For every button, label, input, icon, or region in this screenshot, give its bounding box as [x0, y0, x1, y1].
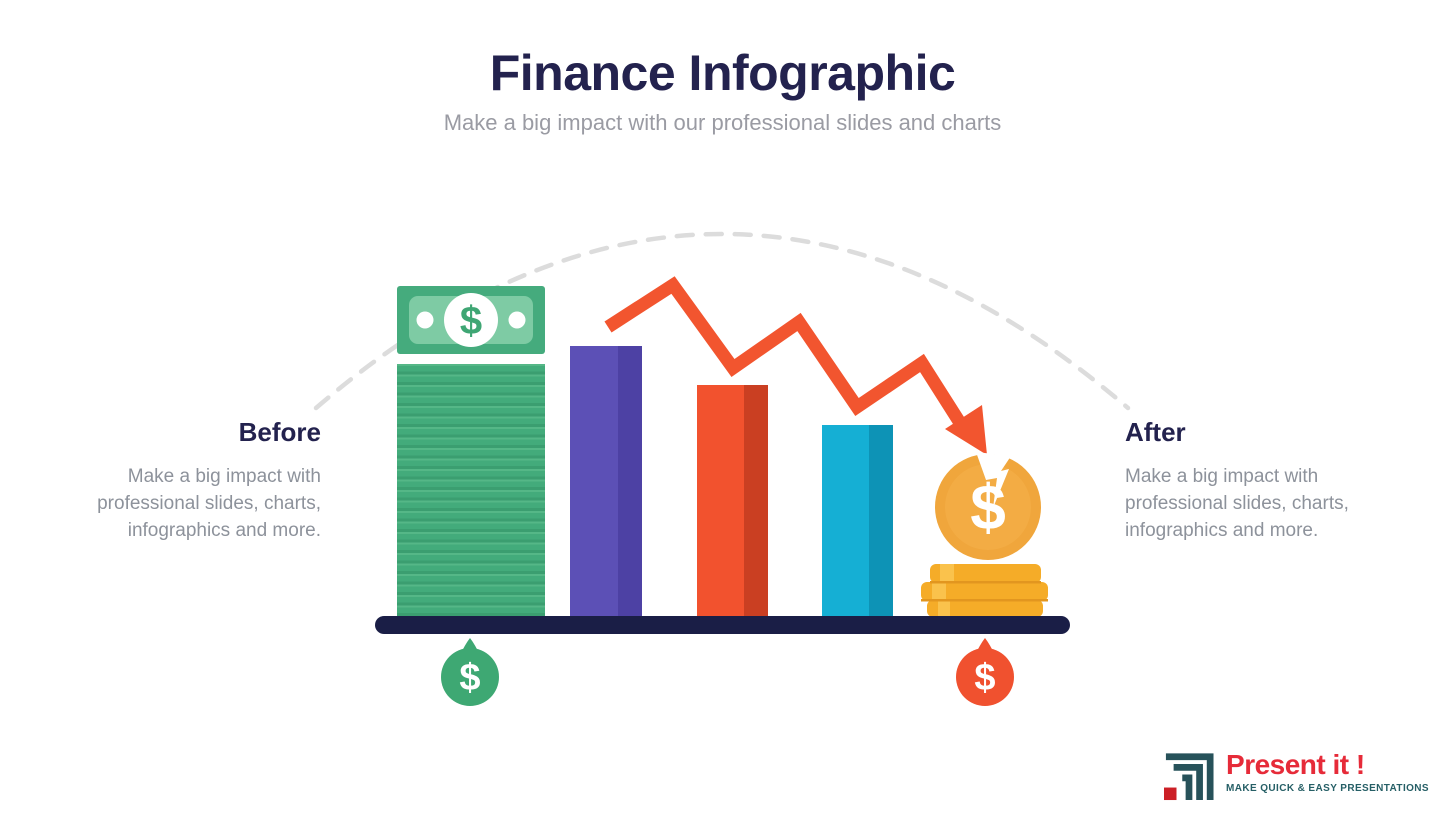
logo-brand-name: Present it !: [1226, 749, 1365, 780]
badge-circle: [441, 648, 499, 706]
logo-tagline: MAKE QUICK & EASY PRESENTATIONS: [1226, 783, 1429, 794]
before-heading: Before: [238, 417, 321, 447]
after-dollar-badge: $: [956, 638, 1014, 706]
bar-purple-shade: [618, 346, 642, 617]
logo-red-square: [1164, 787, 1177, 801]
after-badge-dollar-icon: $: [974, 657, 995, 699]
bill-pile: [397, 364, 545, 617]
coin-slab-seam: [921, 599, 1048, 602]
coin-inner: [945, 464, 1031, 550]
page-subtitle: Make a big impact with our professional …: [443, 110, 1002, 135]
banknote-dot-right: [508, 311, 526, 329]
downtrend-line: [604, 276, 968, 430]
brand-logo: Present it ! MAKE QUICK & EASY PRESENTAT…: [1161, 751, 1429, 801]
badge-circle: [956, 648, 1014, 706]
coin-slab-highlight: [940, 564, 954, 583]
coin-slab-mid: [921, 582, 1048, 601]
after-heading: After: [1125, 417, 1186, 447]
coin-slab-highlight: [938, 600, 950, 617]
page-title: Finance Infographic: [489, 45, 956, 101]
declining-bars-icon: [570, 346, 893, 617]
coin-slab-highlight: [932, 582, 946, 601]
after-body: Make a big impact with professional slid…: [1125, 466, 1349, 541]
before-badge-dollar-icon: $: [459, 657, 480, 699]
banknote-dollar-icon: $: [460, 299, 482, 343]
logo-text: Present it ! MAKE QUICK & EASY PRESENTAT…: [1226, 749, 1429, 795]
base-bar: [375, 616, 1070, 634]
money-stack-icon: $: [397, 286, 545, 617]
bar-cyan-shade: [869, 425, 893, 617]
slide-header: Finance Infographic Make a big impact wi…: [0, 46, 1445, 136]
coin-slab-top: [930, 564, 1041, 583]
before-dollar-badge: $: [441, 638, 499, 706]
cracked-coin-icon: $: [921, 452, 1048, 617]
coin-slab-bottom: [927, 600, 1043, 617]
coin-slab-seam: [930, 581, 1041, 584]
after-panel: After Make a big impact with professiona…: [1125, 417, 1361, 544]
before-panel: Before Make a big impact with profession…: [85, 417, 321, 544]
before-body: Make a big impact with professional slid…: [97, 466, 321, 541]
logo-mark-icon: [1164, 753, 1214, 801]
banknote-seal: [444, 293, 498, 347]
downtrend-arrow-icon: [604, 276, 987, 455]
coin-crack-icon: [976, 452, 1011, 508]
bar-orange-shade: [744, 385, 768, 617]
downtrend-arrowhead: [945, 405, 987, 455]
banknote-dot-left: [416, 311, 434, 329]
